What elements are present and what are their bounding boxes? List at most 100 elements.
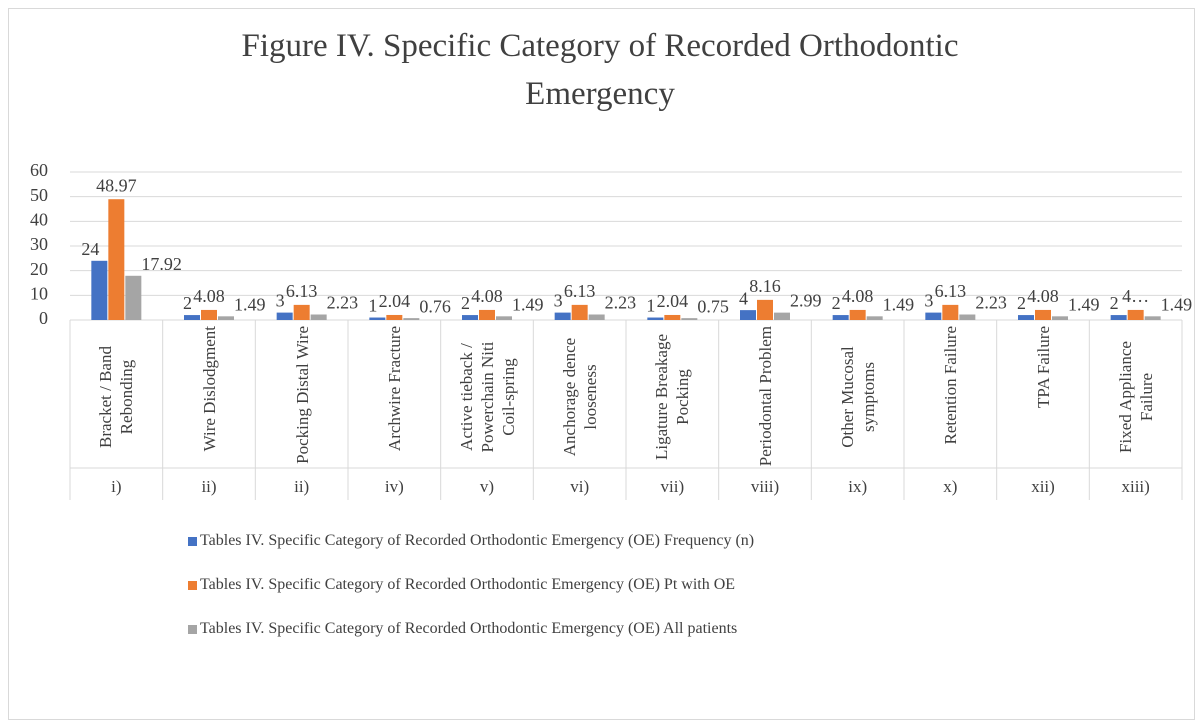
data-label: 1.49 [512, 294, 544, 314]
data-label: 1.49 [1161, 294, 1193, 314]
data-label: 2.04 [379, 291, 411, 311]
data-label: 2.23 [975, 293, 1007, 313]
data-label: 3 [554, 291, 563, 311]
legend-swatch [188, 580, 197, 590]
bar [942, 304, 959, 320]
group-label: v) [480, 477, 494, 496]
data-label: 3 [276, 291, 285, 311]
bar [925, 312, 942, 320]
group-label: i) [111, 477, 121, 496]
x-tick-label: Periodontal Problem [755, 326, 775, 467]
bar [386, 314, 403, 320]
bar [496, 316, 512, 320]
bar [571, 304, 588, 320]
bar [1035, 309, 1051, 320]
bar [832, 315, 849, 320]
x-tick-label: Wire Dislodgment [199, 326, 219, 452]
data-label: 6.13 [564, 281, 596, 301]
chart-title: Figure IV. Specific Category of Recorded… [241, 28, 959, 112]
bar [310, 314, 327, 320]
bar [184, 315, 200, 320]
bar [849, 309, 866, 320]
x-tick-label: TPA Failure [1033, 326, 1053, 409]
bar [293, 304, 310, 320]
legend-swatch [188, 624, 197, 634]
legend-item: Tables IV. Specific Category of Recorded… [188, 532, 754, 550]
bar [1052, 316, 1068, 320]
group-label: xii) [1031, 477, 1055, 496]
bar [866, 316, 883, 320]
data-label: 48.97 [96, 175, 137, 195]
y-tick-label: 60 [30, 160, 48, 180]
bar [403, 318, 420, 320]
legend-label: Tables IV. Specific Category of Recorded… [200, 532, 755, 549]
data-label: 2 [461, 293, 470, 313]
bar [276, 312, 293, 320]
bar [125, 275, 142, 320]
bar [218, 316, 234, 320]
bar [740, 310, 756, 320]
bar [108, 199, 125, 320]
data-label: 4.08 [842, 286, 874, 306]
x-tick-label: Active tieback / Powerchain Niti Coil-sp… [456, 341, 518, 453]
data-label: 24 [81, 239, 99, 259]
bar [774, 312, 790, 320]
bar [1110, 315, 1127, 320]
bar [369, 317, 386, 320]
y-tick-label: 10 [30, 283, 48, 303]
bar [757, 299, 773, 320]
x-tick-label: Bracket / Band Rebonding [96, 346, 137, 448]
y-tick-label: 0 [39, 308, 48, 328]
data-label: 2 [183, 293, 192, 313]
data-label: 1 [368, 296, 377, 316]
data-label: 0.76 [419, 296, 451, 316]
data-label: 3 [924, 291, 933, 311]
data-label: 4.08 [471, 286, 503, 306]
bar [201, 309, 217, 320]
data-label: 6.13 [935, 281, 967, 301]
bar [1127, 309, 1144, 320]
data-label: 2 [1017, 293, 1026, 313]
data-label: 2.04 [657, 291, 689, 311]
data-label: 4.08 [193, 286, 225, 306]
x-tick-label: Other Mucosal symptoms [837, 346, 878, 448]
bar [1144, 316, 1161, 320]
data-label: 6.13 [286, 281, 318, 301]
bar [681, 318, 698, 320]
x-tick-label: Ligature Breakage Pocking [652, 334, 693, 461]
group-label: iv) [385, 477, 404, 496]
data-label: 1.49 [234, 294, 266, 314]
bar [1018, 315, 1034, 320]
group-label: vii) [661, 477, 685, 496]
data-label: 2 [832, 293, 841, 313]
bar [664, 314, 681, 320]
group-label: xiii) [1121, 477, 1149, 496]
data-label: 1.49 [1068, 294, 1100, 314]
data-label: 1.49 [883, 294, 915, 314]
group-label: ii) [201, 477, 216, 496]
data-label: 4 [739, 288, 748, 308]
x-tick-label: Anchorage dence looseness [559, 337, 600, 457]
group-label: ix) [848, 477, 867, 496]
data-label: 2 [1110, 293, 1119, 313]
data-label: 4.08 [1027, 286, 1059, 306]
x-tick-label: Retention Failure [940, 326, 960, 445]
bar [959, 314, 976, 320]
bar [588, 314, 605, 320]
bar [647, 317, 664, 320]
group-label: viii) [751, 477, 779, 496]
data-label: 2.23 [327, 293, 359, 313]
data-label: 0.75 [697, 296, 729, 316]
data-label: 1 [646, 296, 655, 316]
data-label: 4… [1122, 286, 1149, 306]
y-tick-label: 50 [30, 185, 48, 205]
legend-label: Tables IV. Specific Category of Recorded… [200, 620, 738, 637]
group-label: x) [943, 477, 957, 496]
bar [479, 309, 495, 320]
legend-item: Tables IV. Specific Category of Recorded… [188, 620, 737, 638]
data-label: 17.92 [141, 254, 182, 274]
data-label: 2.99 [790, 291, 822, 311]
y-tick-label: 30 [30, 234, 48, 254]
legend-item: Tables IV. Specific Category of Recorded… [188, 576, 735, 594]
